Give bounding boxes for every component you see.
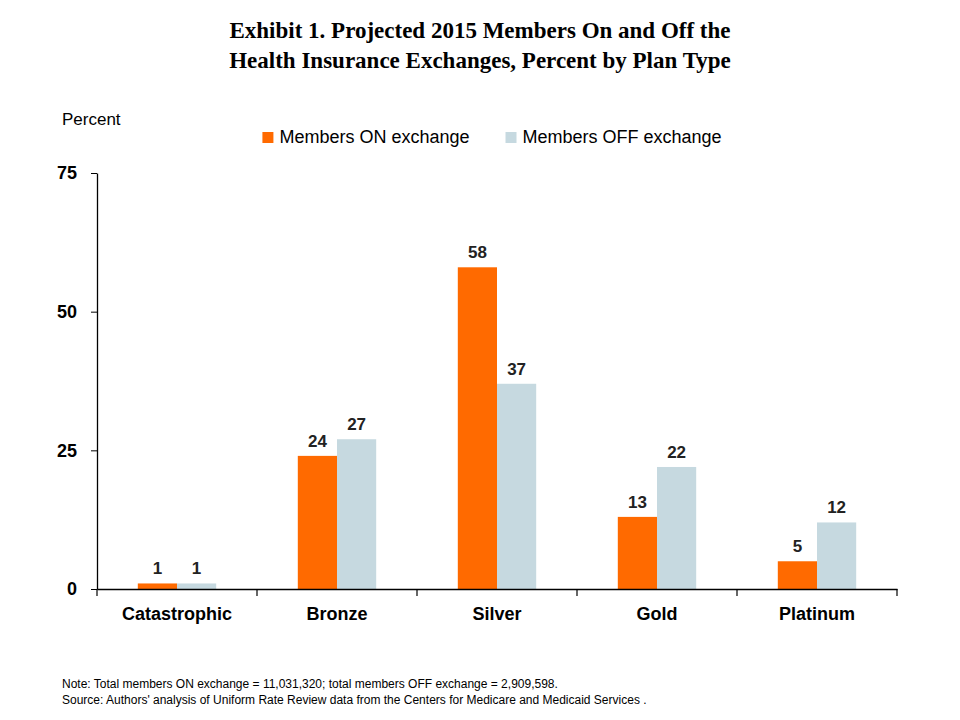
bar — [458, 267, 497, 589]
y-tick-label: 75 — [57, 163, 77, 183]
y-tick-mark — [91, 450, 97, 451]
y-tick-mark — [91, 589, 97, 590]
x-tick-label: Platinum — [779, 604, 855, 624]
bars — [138, 267, 856, 589]
legend: Members ON exchange Members OFF exchange — [262, 127, 721, 147]
data-label: 1 — [192, 559, 201, 578]
bar — [618, 517, 657, 589]
category-separator — [736, 589, 737, 596]
x-tick-label: Catastrophic — [122, 604, 232, 624]
data-label: 27 — [347, 415, 366, 434]
bar — [817, 522, 856, 589]
data-label: 37 — [507, 360, 526, 379]
x-tick: Catastrophic — [122, 589, 232, 624]
data-label: 58 — [468, 243, 487, 262]
x-axis: Catastrophic Bronze Silver Gold Platinum — [98, 589, 898, 624]
note: Note: Total members ON exchange = 11,031… — [62, 677, 558, 691]
y-tick: 25 — [57, 441, 97, 461]
y-tick-label: 0 — [67, 579, 77, 599]
legend-swatch — [506, 132, 517, 143]
y-axis: 0 25 50 75 — [57, 163, 98, 599]
y-axis-label: Percent — [62, 110, 121, 129]
bar — [298, 456, 337, 589]
y-tick: 50 — [57, 302, 97, 322]
data-label: 13 — [628, 493, 647, 512]
category-separator — [576, 589, 577, 596]
bar — [657, 467, 696, 589]
x-tick: Silver — [472, 589, 521, 624]
data-label: 22 — [667, 443, 686, 462]
x-tick-label: Silver — [472, 604, 521, 624]
bar — [497, 384, 536, 589]
y-tick-label: 25 — [57, 441, 77, 461]
x-tick: Gold — [637, 589, 678, 624]
category-separators — [97, 589, 897, 596]
category-separator — [96, 589, 97, 596]
x-axis-line — [98, 589, 898, 590]
legend-swatch — [262, 132, 273, 143]
legend-item: Members OFF exchange — [506, 127, 722, 147]
data-label: 12 — [827, 498, 846, 517]
bar — [138, 583, 177, 589]
y-axis-line — [97, 174, 98, 590]
data-label: 5 — [793, 537, 802, 556]
y-tick: 0 — [67, 579, 97, 599]
legend-label: Members OFF exchange — [523, 127, 722, 147]
data-label: 24 — [308, 432, 327, 451]
x-tick-label: Gold — [637, 604, 678, 624]
note: Source: Authors' analysis of Uniform Rat… — [62, 693, 647, 707]
title-line: Exhibit 1. Projected 2015 Members On and… — [229, 18, 730, 43]
y-tick-mark — [91, 312, 97, 313]
category-separator — [896, 589, 897, 596]
x-tick: Platinum — [779, 589, 855, 624]
chart: Exhibit 1. Projected 2015 Members On and… — [0, 0, 960, 720]
bar — [177, 583, 216, 589]
legend-label: Members ON exchange — [279, 127, 469, 147]
bar — [778, 561, 817, 589]
category-separator — [256, 589, 257, 596]
x-tick: Bronze — [306, 589, 367, 624]
data-labels: 1 24 58 13 5 1 27 37 22 12 — [153, 243, 846, 578]
title-line: Health Insurance Exchanges, Percent by P… — [229, 48, 731, 73]
y-tick-mark — [91, 173, 97, 174]
y-tick-label: 50 — [57, 302, 77, 322]
x-tick-label: Bronze — [306, 604, 367, 624]
title: Exhibit 1. Projected 2015 Members On and… — [229, 18, 731, 73]
data-label: 1 — [153, 559, 162, 578]
y-tick: 75 — [57, 163, 97, 183]
category-separator — [416, 589, 417, 596]
bar — [337, 439, 376, 589]
legend-item: Members ON exchange — [262, 127, 469, 147]
